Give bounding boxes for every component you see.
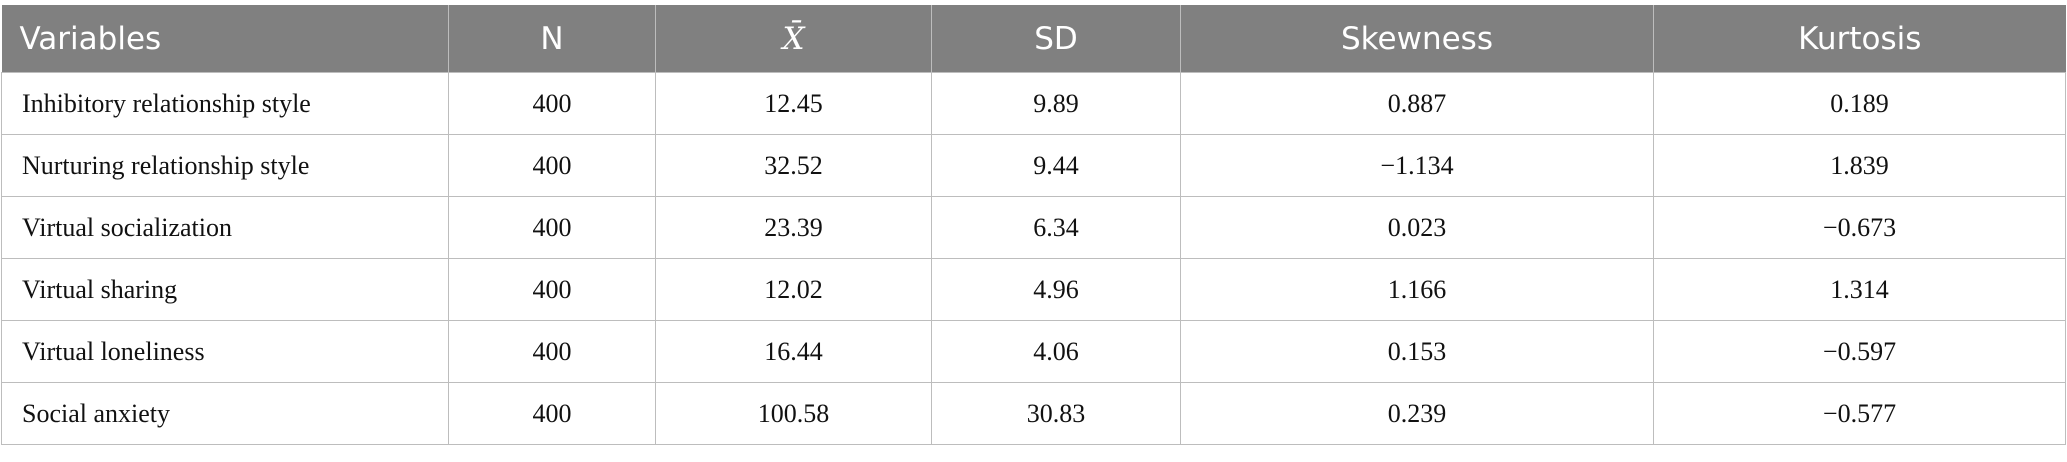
table-row: Virtual sharing 400 12.02 4.96 1.166 1.314 (1, 258, 2066, 321)
stat-cell: 400 (448, 196, 656, 259)
stat-cell: 1.166 (1180, 258, 1654, 321)
header-cell: Kurtosis (1653, 5, 2066, 73)
stat-cell: 0.239 (1180, 382, 1654, 445)
stat-cell: −1.134 (1180, 134, 1654, 197)
header-cell: SD (931, 5, 1181, 73)
stat-cell: 0.023 (1180, 196, 1654, 259)
table-row: Virtual loneliness 400 16.44 4.06 0.153 −0.59… (1, 320, 2066, 383)
variable-name: Virtual loneliness (1, 320, 449, 383)
header-cell: X̄ (655, 5, 932, 73)
table-body: Inhibitory relationship style 400 12.45 9.8… (1, 72, 2066, 445)
stat-cell: 6.34 (931, 196, 1181, 259)
stat-cell: 0.153 (1180, 320, 1654, 383)
variable-name: Virtual socialization (1, 196, 449, 259)
header-cell: N (448, 5, 656, 73)
stat-cell: 12.45 (655, 72, 932, 135)
stat-cell: −0.597 (1653, 320, 2066, 383)
stat-cell: 100.58 (655, 382, 932, 445)
stat-cell: 0.189 (1653, 72, 2066, 135)
stats-table: Variables N X̄ SD Skewness Kurtosis Inhibitor… (1, 5, 2066, 445)
stat-cell: 9.44 (931, 134, 1181, 197)
variable-name: Virtual sharing (1, 258, 449, 321)
table-row: Nurturing relationship style 400 32.52 9.44… (1, 134, 2066, 197)
stat-cell: 16.44 (655, 320, 932, 383)
header-cell: Skewness (1180, 5, 1654, 73)
stat-cell: −0.673 (1653, 196, 2066, 259)
stat-cell: 400 (448, 134, 656, 197)
stat-cell: 32.52 (655, 134, 932, 197)
table-row: Virtual socialization 400 23.39 6.34 0.023 −0… (1, 196, 2066, 259)
stat-cell: 1.314 (1653, 258, 2066, 321)
stat-cell: 1.839 (1653, 134, 2066, 197)
stat-cell: 400 (448, 258, 656, 321)
stat-cell: 30.83 (931, 382, 1181, 445)
variable-name: Nurturing relationship style (1, 134, 449, 197)
header-row: Variables N X̄ SD Skewness Kurtosis (1, 5, 2066, 73)
stat-cell: 23.39 (655, 196, 932, 259)
table-row: Social anxiety 400 100.58 30.83 0.239 −0.577 (1, 382, 2066, 445)
stat-cell: −0.577 (1653, 382, 2066, 445)
variable-name: Social anxiety (1, 382, 449, 445)
stat-cell: 4.06 (931, 320, 1181, 383)
stat-cell: 400 (448, 72, 656, 135)
variable-name: Inhibitory relationship style (1, 72, 449, 135)
stat-cell: 4.96 (931, 258, 1181, 321)
stat-cell: 400 (448, 320, 656, 383)
header-cell: Variables (1, 5, 449, 73)
table-header: Variables N X̄ SD Skewness Kurtosis (1, 5, 2066, 73)
stat-cell: 400 (448, 382, 656, 445)
stat-cell: 12.02 (655, 258, 932, 321)
table-row: Inhibitory relationship style 400 12.45 9.8… (1, 72, 2066, 135)
stat-cell: 0.887 (1180, 72, 1654, 135)
stat-cell: 9.89 (931, 72, 1181, 135)
